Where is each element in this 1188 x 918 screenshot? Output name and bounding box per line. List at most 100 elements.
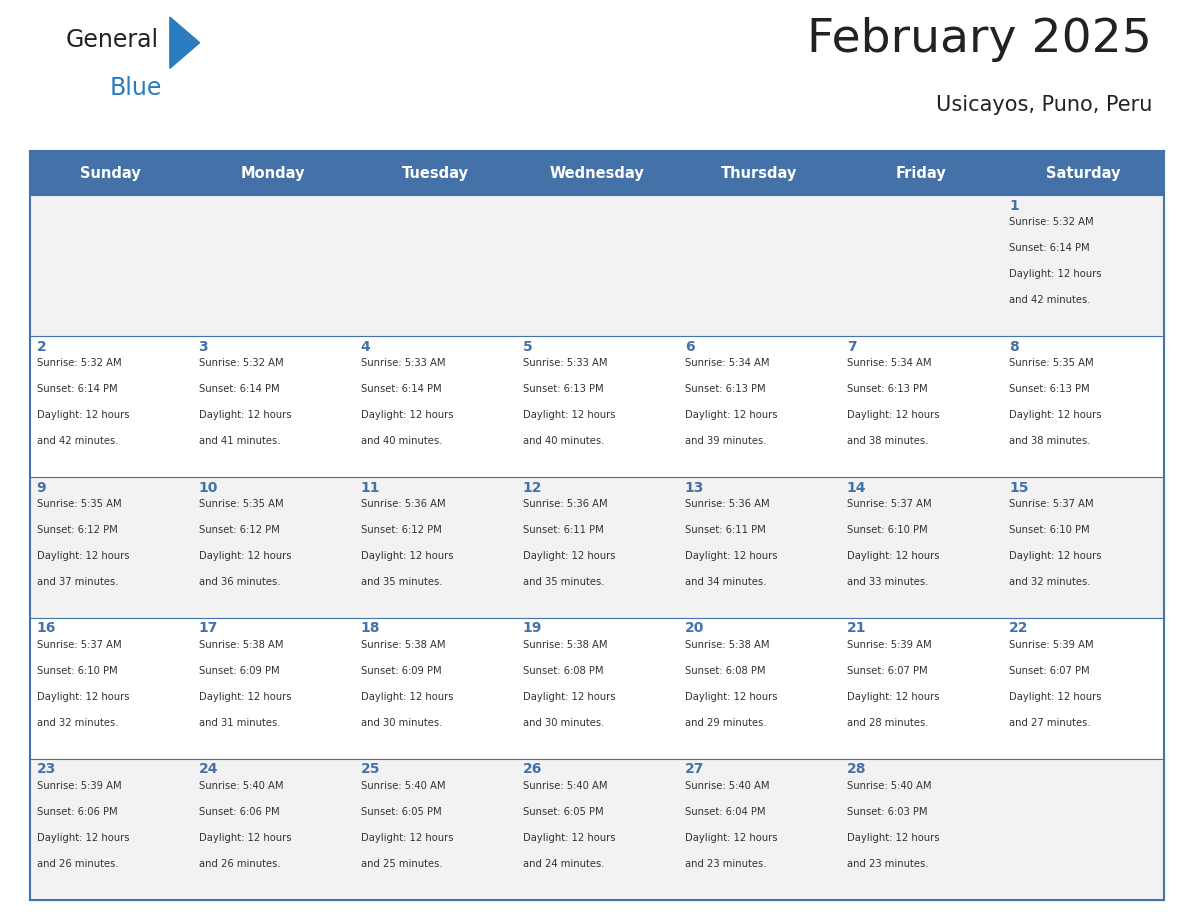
Text: and 34 minutes.: and 34 minutes. [684,577,766,588]
Text: Sunrise: 5:33 AM: Sunrise: 5:33 AM [523,358,607,368]
FancyBboxPatch shape [1003,195,1164,336]
Text: Sunset: 6:05 PM: Sunset: 6:05 PM [361,807,441,817]
Text: 10: 10 [198,480,217,495]
Text: and 30 minutes.: and 30 minutes. [361,718,442,728]
Text: Sunset: 6:10 PM: Sunset: 6:10 PM [1009,525,1089,535]
FancyBboxPatch shape [191,758,354,900]
Text: Sunset: 6:11 PM: Sunset: 6:11 PM [684,525,765,535]
Text: Daylight: 12 hours: Daylight: 12 hours [361,692,453,702]
Text: and 23 minutes.: and 23 minutes. [684,859,766,869]
Text: Blue: Blue [109,76,162,100]
FancyBboxPatch shape [516,151,678,195]
Text: and 39 minutes.: and 39 minutes. [684,436,766,446]
FancyBboxPatch shape [840,195,1003,336]
Text: Sunrise: 5:35 AM: Sunrise: 5:35 AM [1009,358,1094,368]
Text: Sunrise: 5:40 AM: Sunrise: 5:40 AM [523,780,607,790]
Text: and 25 minutes.: and 25 minutes. [361,859,442,869]
Text: Sunrise: 5:38 AM: Sunrise: 5:38 AM [523,640,607,650]
Text: and 30 minutes.: and 30 minutes. [523,718,605,728]
Text: Daylight: 12 hours: Daylight: 12 hours [1009,269,1101,279]
Text: Daylight: 12 hours: Daylight: 12 hours [1009,410,1101,420]
Text: 6: 6 [684,340,695,353]
Text: 11: 11 [361,480,380,495]
Text: Sunrise: 5:33 AM: Sunrise: 5:33 AM [361,358,446,368]
Text: Daylight: 12 hours: Daylight: 12 hours [847,692,940,702]
Text: 24: 24 [198,763,219,777]
Text: Daylight: 12 hours: Daylight: 12 hours [684,692,777,702]
Text: 28: 28 [847,763,866,777]
Text: Saturday: Saturday [1045,165,1120,181]
Text: and 35 minutes.: and 35 minutes. [361,577,442,588]
Text: Daylight: 12 hours: Daylight: 12 hours [847,833,940,843]
FancyBboxPatch shape [678,476,840,618]
Text: Sunset: 6:10 PM: Sunset: 6:10 PM [37,666,118,676]
Text: Daylight: 12 hours: Daylight: 12 hours [523,692,615,702]
Text: Sunrise: 5:39 AM: Sunrise: 5:39 AM [1009,640,1094,650]
FancyBboxPatch shape [30,336,191,476]
FancyBboxPatch shape [678,151,840,195]
Text: Sunset: 6:13 PM: Sunset: 6:13 PM [684,384,765,394]
Text: Sunrise: 5:36 AM: Sunrise: 5:36 AM [523,498,607,509]
Text: 1: 1 [1009,198,1019,213]
Text: Daylight: 12 hours: Daylight: 12 hours [1009,692,1101,702]
FancyBboxPatch shape [30,758,191,900]
Text: 18: 18 [361,621,380,635]
Text: Sunset: 6:14 PM: Sunset: 6:14 PM [37,384,118,394]
Text: Sunset: 6:04 PM: Sunset: 6:04 PM [684,807,765,817]
Text: Sunset: 6:14 PM: Sunset: 6:14 PM [1009,243,1089,253]
Text: Sunset: 6:12 PM: Sunset: 6:12 PM [198,525,279,535]
Text: Sunrise: 5:34 AM: Sunrise: 5:34 AM [684,358,770,368]
FancyBboxPatch shape [840,618,1003,758]
FancyBboxPatch shape [678,195,840,336]
Text: Sunset: 6:07 PM: Sunset: 6:07 PM [1009,666,1089,676]
FancyBboxPatch shape [191,618,354,758]
Text: and 24 minutes.: and 24 minutes. [523,859,605,869]
Text: and 32 minutes.: and 32 minutes. [37,718,118,728]
Text: Daylight: 12 hours: Daylight: 12 hours [361,551,453,561]
Text: Sunset: 6:13 PM: Sunset: 6:13 PM [847,384,928,394]
Text: Sunset: 6:03 PM: Sunset: 6:03 PM [847,807,928,817]
Text: 15: 15 [1009,480,1029,495]
Text: 17: 17 [198,621,217,635]
Text: 25: 25 [361,763,380,777]
Text: Sunset: 6:10 PM: Sunset: 6:10 PM [847,525,928,535]
Text: 22: 22 [1009,621,1029,635]
FancyBboxPatch shape [354,618,516,758]
Text: Sunrise: 5:32 AM: Sunrise: 5:32 AM [37,358,121,368]
Text: Friday: Friday [896,165,947,181]
Text: Daylight: 12 hours: Daylight: 12 hours [847,410,940,420]
Text: and 33 minutes.: and 33 minutes. [847,577,928,588]
FancyBboxPatch shape [30,476,191,618]
Text: and 27 minutes.: and 27 minutes. [1009,718,1091,728]
Text: 14: 14 [847,480,866,495]
Text: Sunrise: 5:34 AM: Sunrise: 5:34 AM [847,358,931,368]
Text: 26: 26 [523,763,542,777]
Text: and 42 minutes.: and 42 minutes. [37,436,118,446]
FancyBboxPatch shape [30,151,191,195]
Text: Daylight: 12 hours: Daylight: 12 hours [361,410,453,420]
Text: Sunrise: 5:37 AM: Sunrise: 5:37 AM [37,640,121,650]
Text: and 37 minutes.: and 37 minutes. [37,577,118,588]
Text: 5: 5 [523,340,532,353]
Text: Sunrise: 5:39 AM: Sunrise: 5:39 AM [37,780,121,790]
Text: Sunset: 6:12 PM: Sunset: 6:12 PM [361,525,442,535]
FancyBboxPatch shape [30,195,191,336]
FancyBboxPatch shape [516,758,678,900]
FancyBboxPatch shape [354,476,516,618]
Text: Sunset: 6:06 PM: Sunset: 6:06 PM [37,807,118,817]
FancyBboxPatch shape [840,336,1003,476]
FancyBboxPatch shape [678,618,840,758]
Text: Daylight: 12 hours: Daylight: 12 hours [523,551,615,561]
Text: Daylight: 12 hours: Daylight: 12 hours [1009,551,1101,561]
Text: Daylight: 12 hours: Daylight: 12 hours [684,410,777,420]
Text: Sunrise: 5:37 AM: Sunrise: 5:37 AM [1009,498,1094,509]
Text: Sunrise: 5:40 AM: Sunrise: 5:40 AM [198,780,283,790]
Text: Sunrise: 5:35 AM: Sunrise: 5:35 AM [198,498,283,509]
Text: and 38 minutes.: and 38 minutes. [1009,436,1091,446]
Text: Daylight: 12 hours: Daylight: 12 hours [37,833,129,843]
Text: Daylight: 12 hours: Daylight: 12 hours [847,551,940,561]
Text: and 31 minutes.: and 31 minutes. [198,718,280,728]
FancyBboxPatch shape [516,618,678,758]
Text: Daylight: 12 hours: Daylight: 12 hours [523,410,615,420]
Text: Sunrise: 5:38 AM: Sunrise: 5:38 AM [198,640,283,650]
